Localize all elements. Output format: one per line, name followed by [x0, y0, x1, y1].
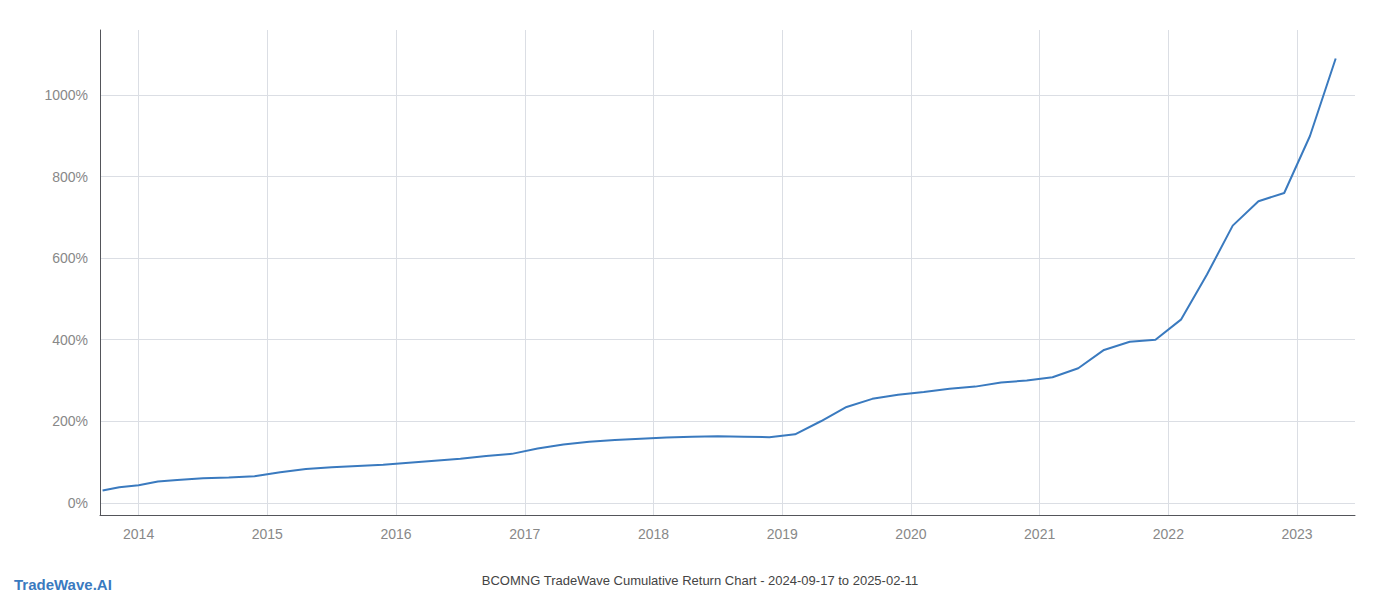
- svg-text:2016: 2016: [380, 526, 411, 542]
- svg-text:2019: 2019: [767, 526, 798, 542]
- svg-text:2023: 2023: [1281, 526, 1312, 542]
- svg-text:400%: 400%: [52, 332, 88, 348]
- svg-text:600%: 600%: [52, 250, 88, 266]
- svg-text:1000%: 1000%: [44, 87, 88, 103]
- svg-text:BCOMNG TradeWave Cumulative Re: BCOMNG TradeWave Cumulative Return Chart…: [482, 573, 918, 588]
- svg-text:2021: 2021: [1024, 526, 1055, 542]
- svg-text:2014: 2014: [123, 526, 154, 542]
- svg-text:TradeWave.AI: TradeWave.AI: [14, 576, 112, 593]
- svg-text:2020: 2020: [895, 526, 926, 542]
- svg-text:2022: 2022: [1153, 526, 1184, 542]
- svg-text:2018: 2018: [638, 526, 669, 542]
- svg-text:0%: 0%: [68, 495, 88, 511]
- svg-text:200%: 200%: [52, 413, 88, 429]
- svg-text:2017: 2017: [509, 526, 540, 542]
- svg-text:2015: 2015: [252, 526, 283, 542]
- svg-text:800%: 800%: [52, 169, 88, 185]
